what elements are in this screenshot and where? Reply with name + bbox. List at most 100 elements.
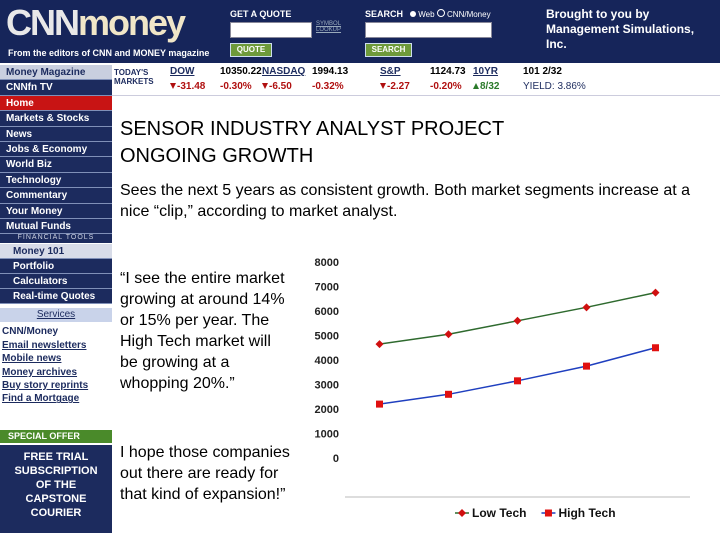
title-line: SENSOR INDUSTRY ANALYST PROJECT — [120, 118, 505, 140]
nav-link[interactable]: News — [0, 126, 112, 142]
legend-label: Low Tech — [472, 506, 526, 520]
y-tick-label: 8000 — [315, 257, 339, 269]
quote-button[interactable]: QUOTE — [230, 43, 272, 57]
data-point — [375, 340, 384, 349]
sidebar: Money Magazine CNNfn TV Home Markets & Stoc… — [0, 63, 112, 540]
quote: “I see the entire market growing at arou… — [120, 270, 285, 392]
change-value: -6.50 — [269, 81, 292, 92]
service-link[interactable]: CNN/Money — [2, 326, 59, 338]
service-link[interactable]: Email newsletters — [2, 339, 87, 351]
quote-input[interactable] — [230, 22, 312, 38]
ticker-value: 1124.73 — [430, 66, 466, 77]
data-point — [652, 344, 659, 352]
search-options: Web CNN/Money — [410, 9, 491, 19]
legend-marker — [544, 509, 552, 517]
nav-link[interactable]: CNNfn TV — [0, 80, 112, 96]
change-value: -2.27 — [387, 81, 410, 92]
ticker-percent: YIELD: 3.86% — [523, 81, 586, 92]
intro: Sees the next 5 years as consistent grow… — [120, 182, 691, 220]
data-point — [514, 377, 521, 385]
radio-web-label: Web — [418, 10, 435, 19]
ticker-name[interactable]: DOW — [170, 66, 195, 77]
tagline: From the editors of CNN and MONEY magazi… — [8, 48, 210, 58]
y-tick-label: 6000 — [315, 306, 339, 318]
ticker-change: -31.48 — [170, 81, 205, 92]
radio-cnn-label: CNN/Money — [447, 10, 491, 19]
y-tick-label: 4000 — [315, 355, 339, 367]
ticker-value: 1994.13 — [312, 66, 349, 77]
data-point — [582, 303, 591, 312]
radio-web[interactable] — [410, 11, 416, 17]
ticker: TODAY'S MARKETS DOW 10350.22 -31.48 -0.30% N… — [112, 63, 720, 96]
change-value: 8/32 — [480, 81, 500, 92]
ticker-percent: -0.20% — [430, 81, 462, 92]
y-tick-label: 7000 — [315, 282, 339, 294]
sponsor: Brought to you by Management Simulations… — [546, 7, 695, 51]
search-label: SEARCH — [365, 9, 404, 19]
nav-link[interactable]: Mutual Funds — [0, 219, 112, 235]
tool-link[interactable]: Money 101 — [0, 244, 112, 260]
tool-link[interactable]: Real-time Quotes — [0, 289, 112, 305]
quote-label: GET A QUOTE — [230, 9, 292, 19]
service-link[interactable]: Buy story reprints — [2, 380, 89, 391]
data-point — [376, 400, 383, 408]
nav-link[interactable]: Markets & Stocks — [0, 111, 112, 127]
change-arrow — [380, 83, 386, 89]
nav-link[interactable]: Money Magazine — [0, 65, 112, 81]
legend-marker — [458, 509, 466, 517]
nav-link[interactable]: Commentary — [0, 188, 112, 204]
nav-link[interactable]: Home — [0, 95, 112, 112]
nav-link[interactable]: Technology — [0, 172, 112, 189]
tool-link[interactable]: Calculators — [0, 274, 112, 290]
offer-label: SPECIAL OFFER — [0, 430, 112, 443]
ticker-change: -6.50 — [262, 81, 292, 92]
nav-link[interactable]: Jobs & Economy — [0, 142, 112, 158]
legend-label: High Tech — [558, 506, 615, 520]
data-point — [651, 288, 660, 297]
change-arrow — [262, 83, 268, 89]
ticker-name[interactable]: 10YR — [473, 66, 499, 77]
article-title: SENSOR INDUSTRY ANALYST PROJECT ONGOING … — [120, 116, 504, 170]
services-label[interactable]: Services — [0, 308, 112, 323]
closing: I hope those companies out there are rea… — [120, 444, 290, 503]
ticker-name[interactable]: S&P — [380, 66, 401, 77]
y-tick-label: 3000 — [315, 380, 339, 392]
ticker-percent: -0.30% — [220, 81, 252, 92]
search-button[interactable]: SEARCH — [365, 43, 412, 57]
offer-box[interactable]: FREE TRIAL SUBSCRIPTION OF THE CAPSTONE … — [0, 445, 112, 533]
ticker-label: TODAY'S MARKETS — [114, 68, 154, 86]
y-tick-label: 2000 — [315, 404, 339, 416]
service-link[interactable]: Find a Mortgage — [2, 393, 80, 405]
ticker-percent: -0.32% — [312, 81, 344, 92]
series-line — [379, 347, 656, 405]
ticker-value: 10350.22 — [220, 66, 262, 77]
ticker-change: 8/32 — [473, 81, 499, 92]
tool-link[interactable]: Portfolio — [0, 259, 112, 275]
radio-cnn[interactable] — [436, 9, 445, 17]
service-link[interactable]: Mobile news — [2, 353, 62, 365]
logo[interactable]: CNNmoney — [6, 2, 186, 44]
nav-link[interactable]: World Biz — [0, 157, 112, 173]
search-input[interactable] — [365, 22, 492, 38]
symbol-lookup[interactable]: SYMBOL LOOKUP — [316, 21, 342, 33]
header: CNNmoney From the editors of CNN and MON… — [0, 0, 720, 63]
data-point — [513, 316, 522, 325]
y-tick-label: 0 — [333, 453, 339, 465]
logo-money: money — [78, 2, 186, 43]
logo-cnn: CNN — [6, 2, 80, 43]
change-arrow — [473, 83, 479, 89]
service-link[interactable]: Money archives — [2, 366, 78, 378]
ticker-value: 101 2/32 — [523, 66, 562, 77]
y-tick-label: 1000 — [315, 429, 339, 441]
data-point — [445, 390, 452, 398]
title-line: ONGOING GROWTH — [120, 145, 314, 167]
change-arrow — [170, 83, 176, 89]
data-point — [583, 362, 590, 370]
ticker-name[interactable]: NASDAQ — [262, 66, 306, 77]
data-point — [444, 330, 453, 339]
nav-link[interactable]: Your Money — [0, 203, 112, 219]
change-value: -31.48 — [177, 81, 206, 92]
y-tick-label: 5000 — [315, 331, 339, 343]
